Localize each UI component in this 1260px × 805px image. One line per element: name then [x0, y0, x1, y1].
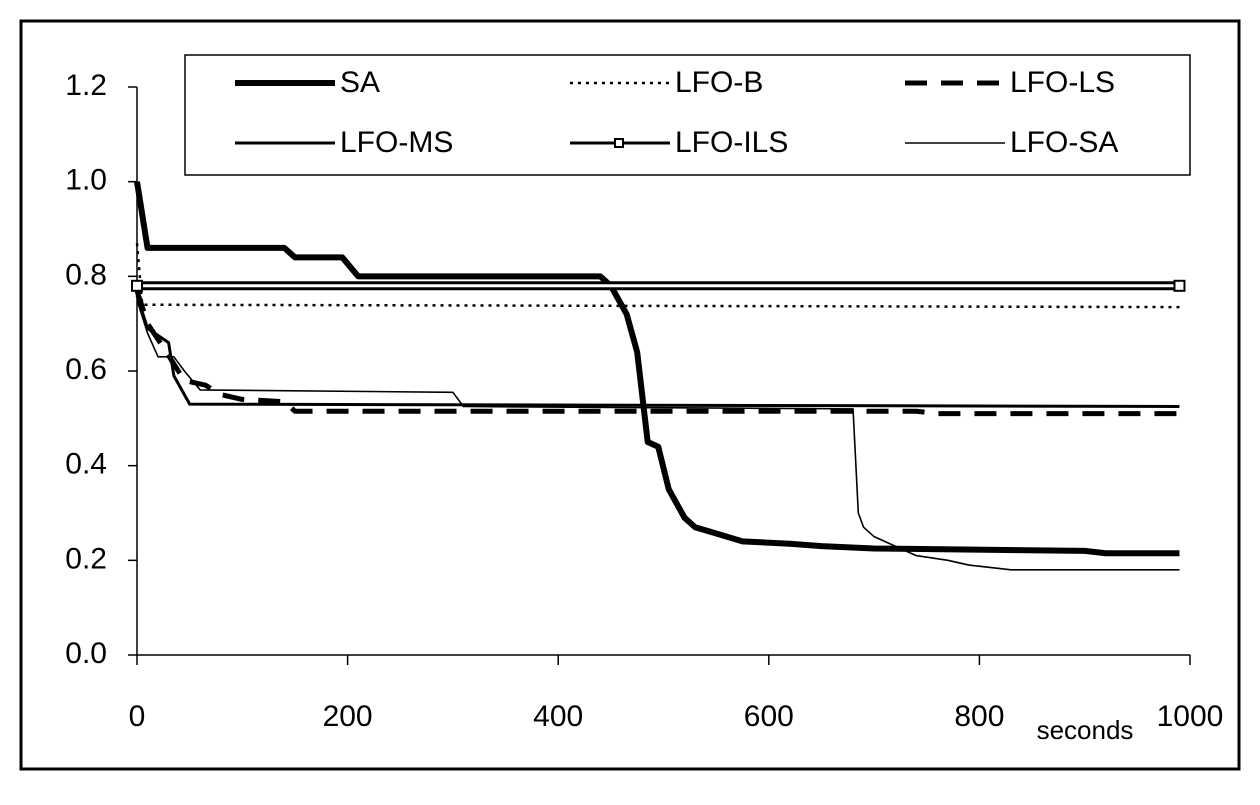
y-tick-label: 1.2: [65, 69, 107, 102]
series-line: [134, 289, 1180, 417]
legend-label: LFO-ILS: [675, 126, 788, 159]
legend-label: SA: [340, 66, 380, 99]
y-tick-label: 0.2: [65, 542, 107, 575]
x-tick-label: 600: [744, 700, 794, 733]
x-tick-label: 0: [129, 700, 146, 733]
marker: [1173, 279, 1186, 292]
series-line: [134, 181, 1180, 557]
chart-frame: [19, 19, 1241, 771]
x-tick-label: 1000: [1157, 700, 1224, 733]
marker: [131, 279, 143, 292]
x-axis-label: seconds: [1037, 715, 1134, 745]
legend-marker: [614, 138, 624, 148]
series-line: [135, 243, 1180, 309]
y-tick-label: 0.0: [65, 637, 107, 670]
y-tick-label: 0.4: [65, 448, 107, 481]
x-tick-label: 400: [533, 700, 583, 733]
legend-label: LFO-MS: [340, 126, 453, 159]
series-line: [135, 294, 1180, 408]
legend-box: [184, 54, 1191, 176]
legend-label: LFO-SA: [1010, 126, 1118, 159]
x-tick-label: 800: [954, 700, 1004, 733]
legend-label: LFO-B: [675, 66, 763, 99]
y-tick-label: 0.8: [65, 258, 107, 291]
y-tick-label: 1.0: [65, 164, 107, 197]
y-tick-label: 0.6: [65, 353, 107, 386]
legend-label: LFO-LS: [1010, 66, 1115, 99]
x-tick-label: 200: [323, 700, 373, 733]
series-line: [136, 299, 1180, 571]
